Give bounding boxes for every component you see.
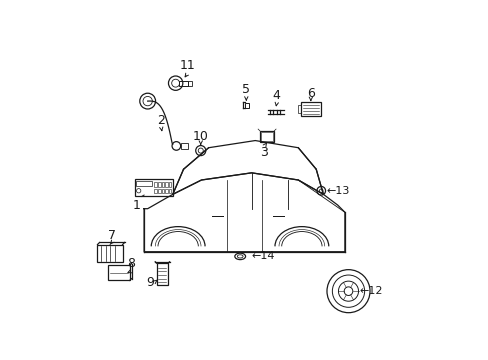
Bar (260, 131, 274, 142)
Bar (162, 182, 164, 187)
Text: 4: 4 (272, 89, 280, 102)
Bar (168, 182, 171, 187)
Bar (108, 265, 129, 280)
Text: 1: 1 (132, 199, 140, 212)
Bar (158, 182, 160, 187)
Bar (97, 244, 122, 262)
Bar (180, 143, 187, 149)
Bar (165, 189, 167, 193)
Bar (158, 189, 160, 193)
Text: 6: 6 (306, 87, 314, 100)
Bar (179, 81, 188, 86)
Text: 5: 5 (242, 83, 250, 96)
Bar (168, 189, 171, 193)
Text: ←14: ←14 (251, 251, 275, 261)
Text: 10: 10 (192, 130, 208, 143)
Bar (156, 263, 168, 285)
Text: ←13: ←13 (326, 186, 349, 196)
Bar (187, 81, 192, 86)
Text: 11: 11 (180, 59, 195, 72)
Bar (136, 181, 152, 186)
Text: 8: 8 (127, 257, 135, 270)
Bar (261, 132, 273, 141)
Bar (135, 179, 172, 196)
Bar (154, 189, 157, 193)
Text: 2: 2 (157, 114, 165, 127)
Bar (298, 105, 301, 113)
Bar (244, 103, 249, 108)
Bar (162, 189, 164, 193)
Bar (301, 102, 320, 116)
Text: ←12: ←12 (359, 286, 382, 296)
Text: 3: 3 (260, 145, 267, 158)
Text: 9: 9 (146, 276, 154, 289)
Text: 7: 7 (107, 229, 116, 242)
Bar (165, 182, 167, 187)
Bar (154, 182, 157, 187)
